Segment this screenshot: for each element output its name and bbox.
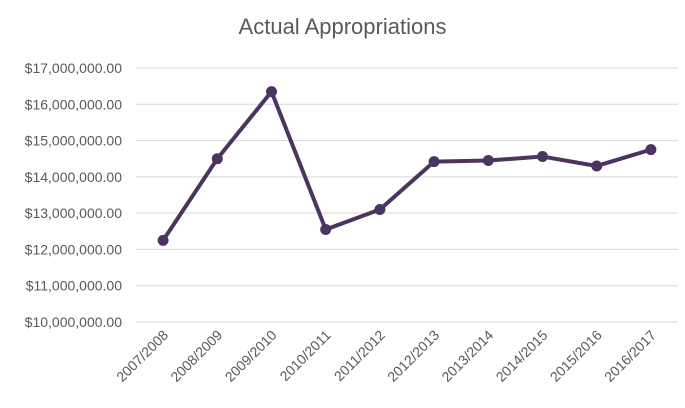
series-polyline [161, 89, 653, 243]
y-tick-label: $12,000,000.00 [25, 241, 123, 257]
chart-title: Actual Appropriations [238, 14, 447, 39]
data-point [428, 156, 440, 168]
x-tick-label: 2016/2017 [601, 327, 659, 385]
x-tick-label: 2008/2009 [167, 327, 225, 385]
data-point [157, 234, 169, 246]
data-point [374, 204, 386, 216]
data-point [537, 151, 548, 163]
x-tick-label: 2014/2015 [493, 327, 551, 385]
y-tick-label: $14,000,000.00 [25, 169, 123, 185]
series-line [161, 89, 653, 243]
data-point [645, 144, 657, 156]
data-point [266, 86, 277, 98]
data-point [320, 223, 332, 235]
y-tick-label: $10,000,000.00 [25, 314, 123, 330]
data-point [591, 160, 603, 172]
y-tick-label: $11,000,000.00 [26, 278, 122, 294]
x-tick-label: 2010/2011 [276, 327, 334, 385]
x-tick-label: 2013/2014 [438, 327, 496, 385]
x-tick-label: 2011/2012 [331, 327, 389, 385]
x-tick-label: 2009/2010 [222, 327, 280, 385]
x-tick-label: 2007/2008 [113, 327, 171, 385]
y-axis-tick-labels: $10,000,000.00 $11,000,000.00 $12,000,000.… [25, 60, 123, 330]
gridlines [136, 67, 678, 323]
y-tick-label: $15,000,000.00 [25, 133, 123, 149]
x-tick-label: 2012/2013 [384, 327, 442, 385]
y-tick-label: $13,000,000.00 [25, 205, 123, 221]
data-point [211, 153, 223, 165]
x-tick-label: 2015/2016 [547, 327, 605, 385]
data-point [482, 155, 494, 167]
x-axis-tick-labels: 2007/20082008/20092009/20102010/20112011… [113, 327, 659, 385]
y-tick-label: $16,000,000.00 [25, 96, 123, 112]
y-tick-label: $17,000,000.00 [25, 60, 123, 76]
data-point-markers [157, 86, 657, 246]
